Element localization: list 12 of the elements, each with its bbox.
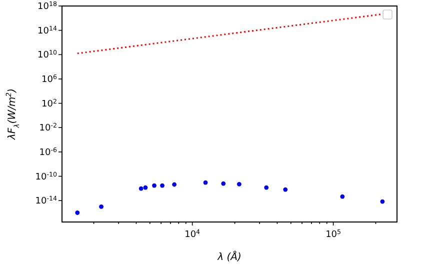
y-tick-label: 10$^{14}$ xyxy=(38,24,57,36)
y-tick-label: 10$^{2}$ xyxy=(42,98,57,110)
y-tick-label: 10$^{-2}$ xyxy=(39,122,57,134)
x-axis-title: λ (Å) xyxy=(216,250,242,263)
y-tick-label: 10$^{-10}$ xyxy=(35,170,57,182)
y-tick-label: 10$^{18}$ xyxy=(38,0,57,12)
y-tick-label: 10$^{10}$ xyxy=(38,49,57,61)
y-tick-label: 10$^{6}$ xyxy=(42,73,57,85)
y-tick-label: 10$^{-6}$ xyxy=(39,146,57,158)
x-tick-label: 10$^{4}$ xyxy=(184,228,200,240)
x-tick-label: 10$^{5}$ xyxy=(326,228,342,240)
y-tick-label: 10$^{-14}$ xyxy=(35,195,57,207)
